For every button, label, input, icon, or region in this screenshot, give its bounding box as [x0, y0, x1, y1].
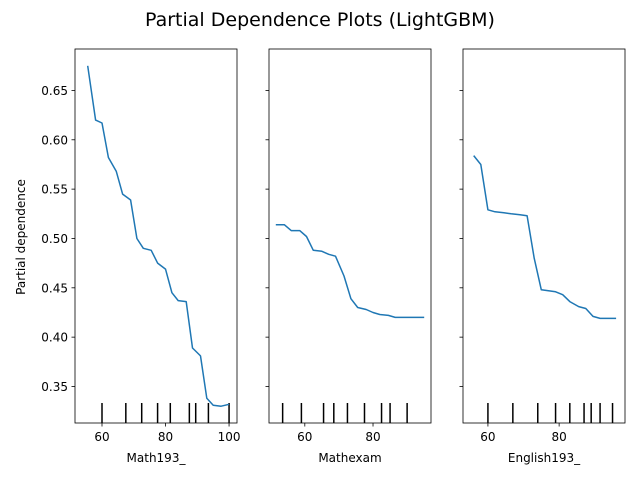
y-tick-label: 0.65: [41, 84, 68, 98]
y-tick-label: 0.40: [41, 331, 68, 345]
pd-line-2: [275, 223, 425, 319]
y-tick-label: 0.55: [41, 183, 68, 197]
x-tick-label: 80: [158, 430, 173, 444]
x-tick-label: 100: [218, 430, 241, 444]
x-axis-label-1: Math193_: [127, 451, 187, 465]
figure-title: Partial Dependence Plots (LightGBM): [145, 9, 495, 31]
x-tick-label: 80: [551, 430, 566, 444]
pd-line-3: [473, 155, 617, 320]
axes-frame: [268, 48, 432, 424]
x-tick-label: 60: [480, 430, 495, 444]
panels: 0.35 0.40 0.45 0.50 0.55 0.60 0.65 60 80 100 Math1…: [41, 48, 626, 465]
x-axis-label-2: Mathexam: [318, 451, 381, 465]
y-tick-label: 0.35: [41, 380, 68, 394]
x-tick-label: 60: [297, 430, 312, 444]
x-axis-label-3: English193_: [508, 451, 581, 465]
y-tick-label: 0.45: [41, 281, 68, 295]
y-tick-label: 0.60: [41, 133, 68, 147]
panel-1: 0.35 0.40 0.45 0.50 0.55 0.60 0.65 60 80 100 Math1…: [41, 48, 241, 465]
pd-line-1: [86, 65, 230, 407]
y-axis-label: Partial dependence: [14, 179, 28, 295]
panel-2: 60 80 Mathexam: [265, 48, 432, 465]
axes-frame: [74, 48, 238, 424]
y-tick-label: 0.50: [41, 232, 68, 246]
x-tick-label: 80: [365, 430, 380, 444]
panel-3: 60 80 English193_: [459, 48, 626, 465]
axes-frame: [462, 48, 626, 424]
x-tick-label: 60: [94, 430, 109, 444]
